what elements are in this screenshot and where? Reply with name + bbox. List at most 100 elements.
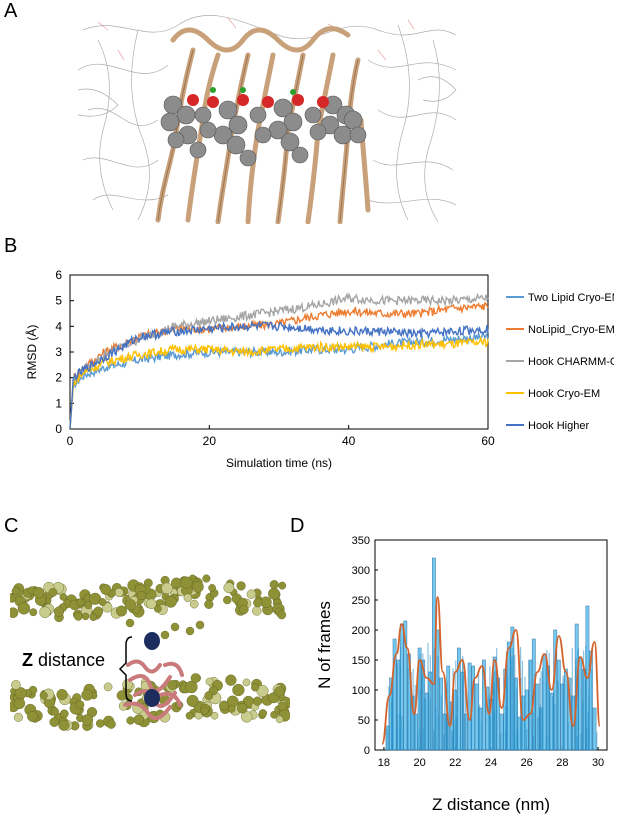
histogram-bar <box>396 659 401 751</box>
histogram-bar-thin <box>510 660 512 750</box>
lipid-bead <box>81 612 90 621</box>
histogram-bar-thin <box>459 733 462 750</box>
lipid-bead <box>76 598 85 607</box>
histogram-bar-thin <box>451 730 453 750</box>
histogram-bar-thin <box>563 693 565 750</box>
histogram-bar-thin <box>585 646 587 750</box>
histogram-bar-thin <box>502 720 504 750</box>
lipid-bead <box>48 588 58 597</box>
lipid-bead <box>81 714 94 726</box>
lipid-bead <box>146 598 157 609</box>
histogram-bar-thin <box>517 731 519 750</box>
lipid-bead <box>17 602 31 615</box>
histogram-bar-thin <box>407 668 409 750</box>
histogram-bar-thin <box>524 676 526 750</box>
lipid-bead <box>253 598 263 608</box>
histogram-bar-thin <box>532 710 534 750</box>
lipid-bead <box>13 697 26 710</box>
y-tick-label: 0 <box>55 422 62 436</box>
histogram-bar-thin <box>433 648 435 750</box>
lipid-bead <box>258 709 268 718</box>
legend-label: Two Lipid Cryo-EM <box>528 292 614 304</box>
histogram-bar-thin <box>545 737 547 750</box>
legend-label: Hook Higher <box>528 420 589 432</box>
panel-label-b: B <box>4 235 18 257</box>
histogram-bar-thin <box>446 705 448 750</box>
lipid-bead <box>14 687 27 700</box>
series-line <box>69 335 489 430</box>
lipid-bead <box>50 707 59 716</box>
histogram-bar-thin <box>456 696 458 750</box>
z-distance-annotation-bold: Z <box>22 650 33 670</box>
histogram-bar-thin <box>494 670 496 750</box>
series-line <box>69 301 489 430</box>
lipid-bead <box>246 589 257 599</box>
lipid-bead <box>126 716 135 725</box>
lipid-bead <box>183 593 193 602</box>
y-tick-label: 2 <box>55 371 62 385</box>
histogram-bar-thin <box>562 675 564 750</box>
histogram-bar-thin <box>455 718 457 750</box>
lipid-bead <box>153 604 162 613</box>
lipid-bead <box>133 714 145 725</box>
histogram-bar-thin <box>505 706 507 750</box>
x-tick-label: 40 <box>342 434 356 448</box>
histogram-bar-thin <box>435 707 437 750</box>
lipid-bead <box>98 598 107 606</box>
histogram-bar-thin <box>462 656 464 750</box>
histogram-bar-thin <box>526 729 528 750</box>
histogram-bar-thin <box>407 726 409 750</box>
y-tick-label: 6 <box>55 268 62 282</box>
histogram-bar-thin <box>399 666 401 750</box>
lipid-bead <box>95 719 105 728</box>
histogram-bar-thin <box>478 671 480 750</box>
lower-leaflet-beads <box>10 673 290 731</box>
histogram-bar <box>549 692 554 751</box>
panel-c-membrane-image <box>10 565 290 745</box>
lipid-bead <box>185 680 198 694</box>
lipid-bead <box>232 683 245 697</box>
histogram-bar-thin <box>481 721 483 750</box>
histogram-bar-thin <box>582 701 584 750</box>
histogram-bar-thin <box>496 648 498 750</box>
lipid-bead <box>278 701 288 711</box>
histogram-bar-thin <box>516 687 518 750</box>
lipid-bead <box>160 630 170 640</box>
histogram-bar-thin <box>402 728 405 750</box>
histogram-bar-thin <box>437 655 439 750</box>
y-axis-label: N of frames <box>315 601 334 689</box>
histogram-bar-thin <box>537 717 539 750</box>
histogram-bar-thin <box>547 672 549 750</box>
panel-b-rmsd-chart: 0 20 40 60 0 1 2 3 4 5 6 Simulation time (ns) RMSD (… <box>24 268 614 470</box>
histogram-bar-thin <box>452 668 454 750</box>
x-tick-label: 24 <box>485 757 497 769</box>
histogram-bar-thin <box>514 655 516 750</box>
x-tick-label: 18 <box>378 757 390 769</box>
lipid-bead <box>56 689 68 701</box>
histogram-bar-thin <box>386 728 388 750</box>
lipid-bead <box>114 588 124 598</box>
lipid-bead <box>269 580 279 590</box>
y-tick-label: 100 <box>352 685 370 697</box>
lipid-bead <box>164 595 177 608</box>
y-tick-label: 200 <box>352 625 370 637</box>
lipid-bead <box>13 712 23 722</box>
lipid-bead <box>59 593 68 601</box>
lipid-bead <box>227 705 236 713</box>
lipid-bead <box>185 711 194 720</box>
lipid-bead <box>236 581 246 591</box>
histogram-bar-thin <box>492 672 495 750</box>
lipid-bead <box>252 696 263 706</box>
x-axis-label: Simulation time (ns) <box>226 456 332 470</box>
panel-label-d: D <box>290 515 305 537</box>
lipid-bead <box>100 584 112 595</box>
histogram-bar-thin <box>444 676 446 750</box>
histogram-bar-thin <box>539 704 541 750</box>
histogram-bar-thin <box>567 722 569 750</box>
lipid-bead <box>60 709 69 719</box>
lipid-bead <box>39 606 51 618</box>
lipid-bead <box>242 678 251 687</box>
y-tick-label: 3 <box>55 345 62 359</box>
histogram-bar-thin <box>591 668 593 750</box>
